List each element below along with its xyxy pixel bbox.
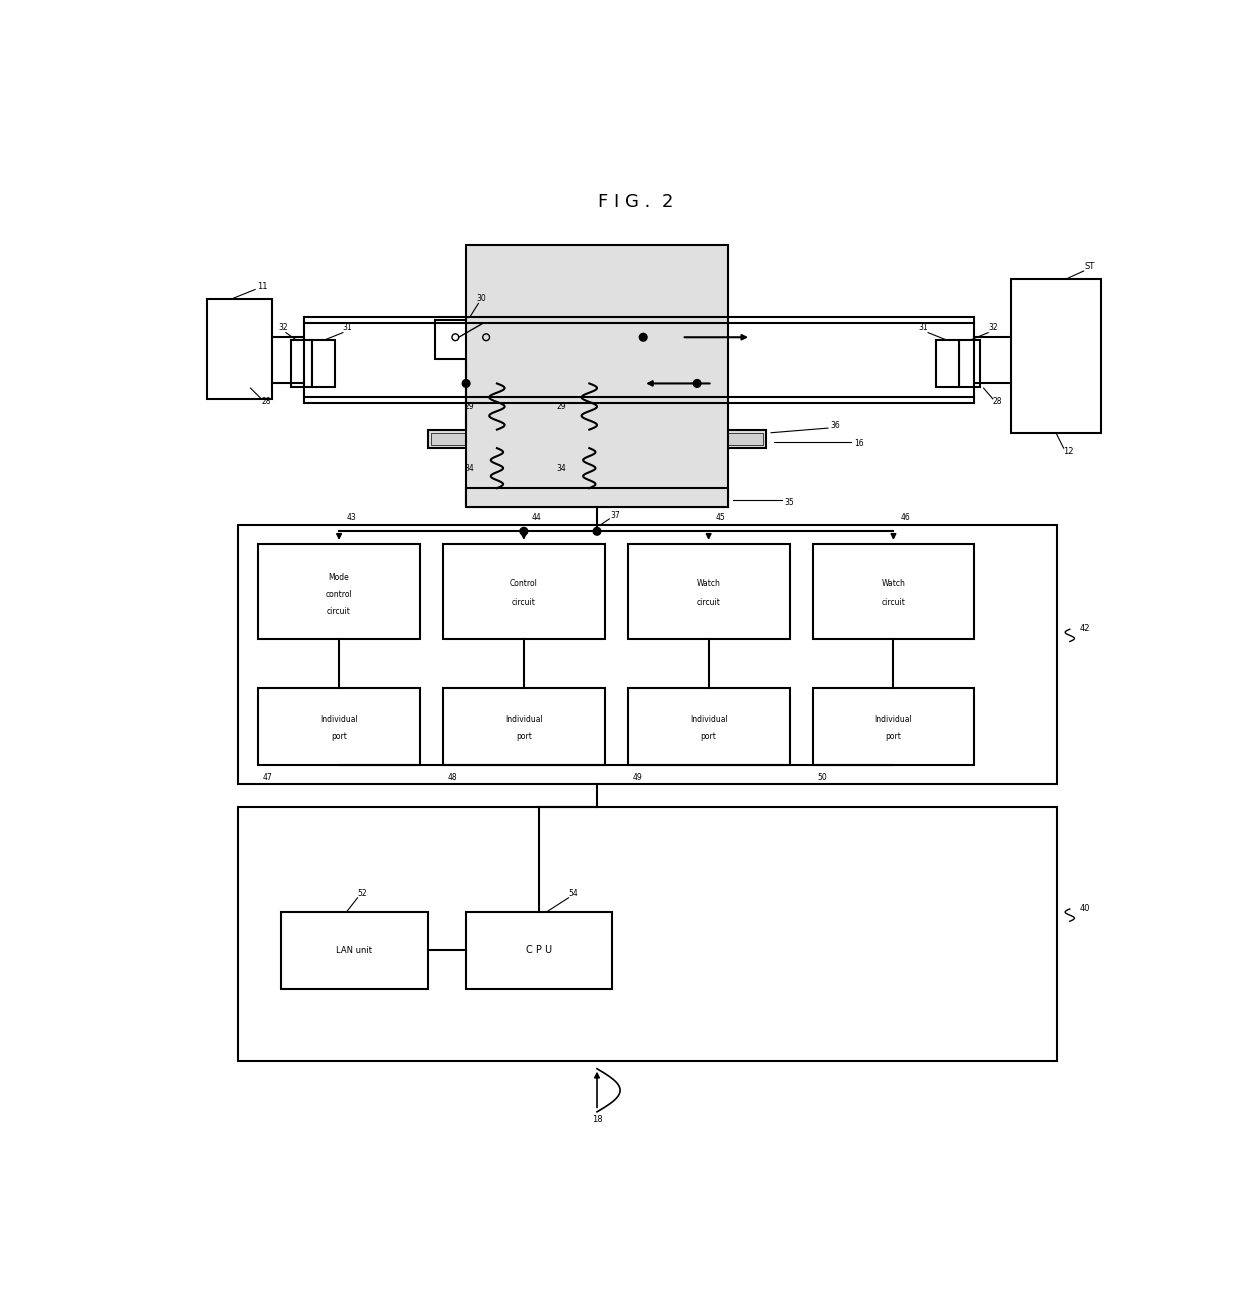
Bar [443, 688, 605, 766]
Bar [207, 299, 272, 399]
Text: 48: 48 [448, 774, 458, 783]
Text: LAN unit: LAN unit [336, 946, 372, 955]
Text: ST: ST [1085, 262, 1095, 271]
Text: 36: 36 [831, 420, 841, 429]
Bar [469, 491, 725, 504]
Text: port: port [516, 732, 532, 740]
Text: 12: 12 [1063, 447, 1074, 456]
Text: 43: 43 [346, 513, 356, 522]
Text: 31: 31 [342, 324, 352, 333]
Text: 49: 49 [632, 774, 642, 783]
Bar [1012, 279, 1101, 433]
Text: port: port [701, 732, 717, 740]
Text: circuit: circuit [327, 607, 351, 616]
Bar [627, 688, 790, 766]
Bar [466, 911, 613, 989]
Text: Control: Control [510, 579, 538, 588]
Text: 46: 46 [901, 513, 910, 522]
Text: Watch: Watch [882, 579, 905, 588]
Bar [238, 525, 1058, 784]
Text: circuit: circuit [697, 597, 720, 607]
Text: port: port [885, 732, 901, 740]
Text: Watch: Watch [697, 579, 720, 588]
Text: 40: 40 [1080, 905, 1090, 914]
Bar [238, 807, 1058, 1061]
Text: 37: 37 [610, 512, 620, 521]
Text: circuit: circuit [882, 597, 905, 607]
Text: Individual: Individual [505, 714, 543, 723]
Bar [281, 911, 428, 989]
Bar [258, 688, 420, 766]
Text: 34: 34 [464, 464, 474, 473]
Text: 54: 54 [568, 889, 578, 898]
Text: Individual: Individual [689, 714, 728, 723]
Text: 28: 28 [262, 398, 270, 407]
Text: port: port [331, 732, 347, 740]
Text: 28: 28 [993, 398, 1002, 407]
Bar [435, 320, 512, 359]
Text: 45: 45 [715, 513, 725, 522]
Text: C P U: C P U [526, 945, 552, 955]
Text: 52: 52 [357, 889, 367, 898]
Bar [466, 245, 728, 507]
Text: control: control [326, 590, 352, 599]
Text: 31: 31 [919, 324, 929, 333]
Text: 47: 47 [263, 774, 273, 783]
Text: 29: 29 [557, 402, 567, 411]
Text: Mode: Mode [329, 573, 350, 582]
Text: 30: 30 [476, 294, 486, 303]
Text: 29: 29 [464, 402, 474, 411]
Bar [443, 543, 605, 639]
FancyArrowPatch shape [595, 1073, 599, 1108]
Circle shape [693, 380, 701, 388]
Text: 32: 32 [988, 324, 998, 333]
Text: 35: 35 [785, 498, 795, 507]
Text: Individual: Individual [320, 714, 358, 723]
Circle shape [463, 380, 470, 388]
Bar [428, 430, 766, 448]
Text: 18: 18 [591, 1115, 603, 1124]
Text: 50: 50 [817, 774, 827, 783]
Circle shape [520, 527, 528, 535]
Text: 16: 16 [854, 439, 863, 448]
Text: 34: 34 [557, 464, 567, 473]
Text: circuit: circuit [512, 597, 536, 607]
Bar [936, 341, 959, 386]
Text: F I G .  2: F I G . 2 [598, 193, 673, 211]
Bar [812, 688, 975, 766]
Bar [959, 341, 981, 386]
Bar [312, 341, 335, 386]
Circle shape [593, 527, 601, 535]
Bar [430, 433, 764, 445]
Bar [290, 341, 312, 386]
Text: 32: 32 [278, 324, 288, 333]
Bar [627, 543, 790, 639]
Bar [812, 543, 975, 639]
Bar [258, 543, 420, 639]
Text: 11: 11 [258, 283, 268, 290]
Text: 42: 42 [1080, 625, 1090, 634]
Circle shape [640, 333, 647, 341]
Text: 44: 44 [531, 513, 541, 522]
Bar [466, 489, 728, 507]
Text: Individual: Individual [874, 714, 913, 723]
